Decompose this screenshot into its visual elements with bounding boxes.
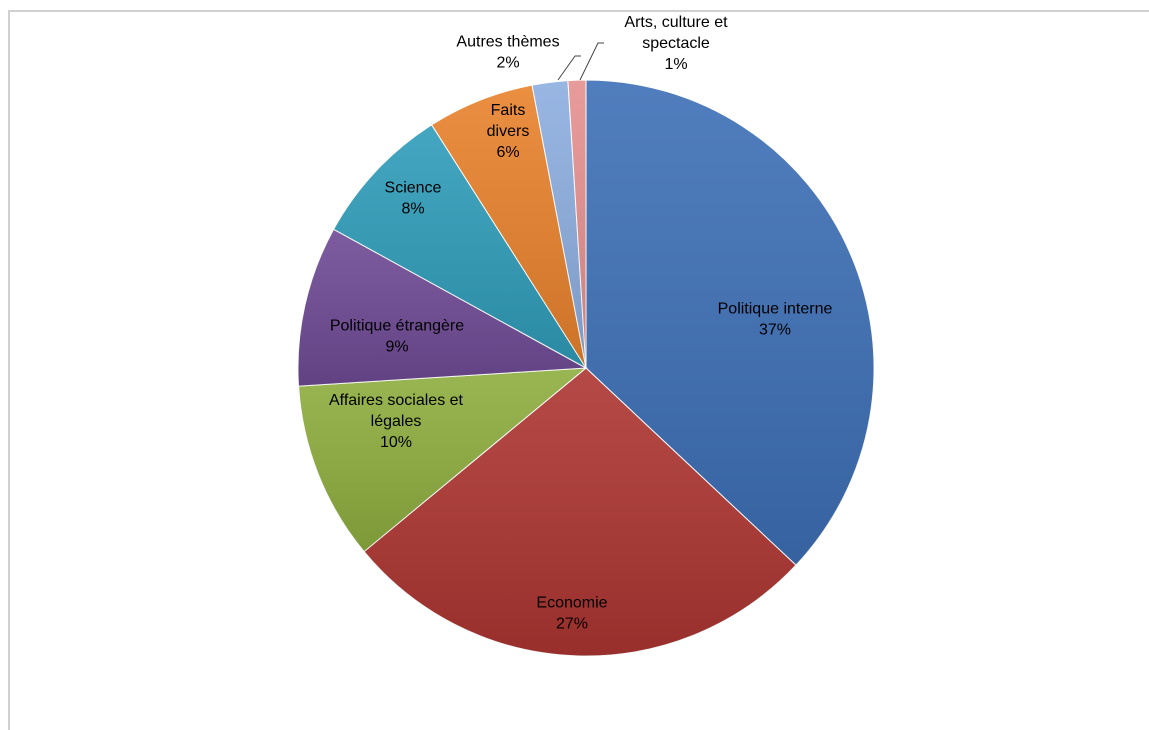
- pie-slice-shade-science: [333, 124, 586, 368]
- pie-slice-shade-faits-divers: [431, 85, 586, 369]
- slice-label-politique-etrangere: Politique étrangère 9%: [330, 318, 464, 356]
- pie-chart: Politique interne 37% Economie 27% Affaires …: [297, 14, 875, 657]
- slice-label-politique-interne: Politique interne 37%: [718, 301, 833, 339]
- slice-label-economie: Economie 27%: [536, 595, 607, 633]
- pie-slice-shade-politique-etrangere: [298, 229, 586, 387]
- pie-slice-shade-politique-interne: [586, 80, 874, 566]
- slice-label-autres-themes: Autres thèmes 2%: [456, 34, 559, 72]
- slice-label-science: Science 8%: [385, 180, 442, 218]
- leader-line-arts-culture-et-spectacle: [579, 42, 604, 81]
- pie-slice-shade-arts-culture-et-spectacle: [567, 80, 586, 368]
- slice-label-faits-divers: Faits divers 6%: [487, 102, 530, 161]
- chart-frame: [8, 10, 1149, 730]
- slice-label-arts-culture-et-spectacle: Arts, culture et spectacle 1%: [624, 14, 728, 73]
- slice-label-affaires-sociales-et-legales: Affaires sociales et légales 10%: [329, 392, 464, 451]
- pie-slice-shade-affaires-sociales-et-legales: [298, 368, 586, 552]
- leader-line-autres-themes: [557, 55, 581, 81]
- pie-slice-shade-autres-themes: [532, 80, 586, 369]
- pie-slice-shade-economie: [364, 368, 796, 656]
